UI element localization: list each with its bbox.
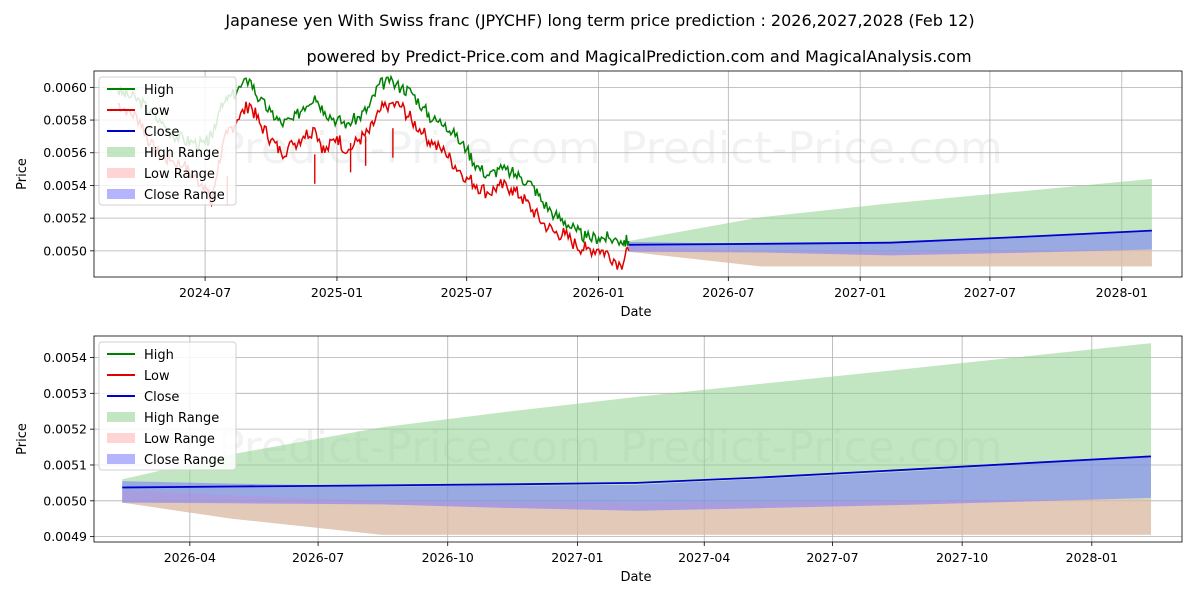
x-tick-label: 2025-01 (311, 285, 363, 300)
legend-label: High Range (144, 411, 219, 426)
legend-label: Low Range (144, 432, 215, 447)
chart-title: Japanese yen With Swiss franc (JPYCHF) l… (224, 11, 974, 30)
y-tick-label: 0.0053 (43, 386, 87, 401)
y-axis-label: Price (15, 158, 30, 190)
y-tick-label: 0.0052 (43, 211, 87, 226)
legend-swatch-patch (107, 454, 135, 464)
x-tick-label: 2026-07 (292, 550, 344, 565)
x-tick-label: 2024-07 (179, 285, 231, 300)
y-tick-label: 0.0060 (43, 80, 87, 95)
plot-area (122, 343, 1152, 535)
legend-label: Close Range (144, 453, 225, 468)
x-tick-label: 2028-01 (1066, 550, 1118, 565)
x-tick-label: 2027-01 (551, 550, 603, 565)
close-forecast-line (628, 229, 1152, 246)
legend-label: Low (144, 369, 170, 384)
y-tick-label: 0.0054 (43, 350, 87, 365)
x-tick-label: 2026-07 (702, 285, 754, 300)
x-axis-label: Date (620, 570, 651, 585)
watermark-text: Predict-Price.com (620, 123, 1003, 174)
watermark-text: Predict-Price.com (620, 272, 1003, 323)
x-tick-label: 2027-01 (834, 285, 886, 300)
x-tick-label: 2027-07 (806, 550, 858, 565)
legend-label: Close (144, 125, 179, 140)
legend-swatch-patch (107, 433, 135, 443)
x-tick-label: 2027-07 (964, 285, 1016, 300)
close-range-band (628, 230, 1152, 256)
legend-label: High Range (144, 146, 219, 161)
legend-swatch-patch (107, 168, 135, 178)
x-tick-label: 2028-01 (1096, 285, 1148, 300)
top-panel: Predict-Price.com Predict-Price.com Predic… (15, 70, 1183, 323)
watermark-text: Predict-Price.com (218, 123, 601, 174)
y-tick-label: 0.0054 (43, 178, 87, 193)
y-axis-label: Price (15, 423, 30, 455)
legend-label: High (144, 348, 174, 363)
y-tick-label: 0.0049 (43, 529, 87, 544)
legend-swatch-patch (107, 412, 135, 422)
legend-label: Low (144, 104, 170, 119)
x-tick-label: 2027-04 (678, 550, 730, 565)
legend-swatch-patch (107, 147, 135, 157)
legend-label: Close Range (144, 188, 225, 203)
x-tick-label: 2026-10 (422, 550, 474, 565)
x-axis-label: Date (620, 305, 651, 320)
close-forecast-line (122, 455, 1152, 489)
bottom-panel: Predict-Price.comPredict-Price.com2026-0… (15, 335, 1183, 585)
y-tick-label: 0.0050 (43, 243, 87, 258)
axes-frame (93, 70, 1183, 278)
x-tick-label: 2027-10 (936, 550, 988, 565)
y-tick-label: 0.0051 (43, 457, 87, 472)
watermark-group: Predict-Price.com Predict-Price.com Predic… (218, 123, 1003, 323)
legend-label: Low Range (144, 167, 215, 182)
y-tick-label: 0.0058 (43, 113, 87, 128)
x-tick-label: 2026-01 (572, 285, 624, 300)
close-range-band (122, 456, 1152, 511)
legend: High Low Close High Range Low Range Close Ran… (98, 341, 237, 471)
watermark-text: Predict-Price.com (218, 272, 601, 323)
y-tick-label: 0.0056 (43, 145, 87, 160)
x-tick-label: 2025-07 (441, 285, 493, 300)
axes-frame (93, 335, 1183, 543)
legend-swatch-patch (107, 189, 135, 199)
legend-label: High (144, 83, 174, 98)
chart-subtitle: powered by Predict-Price.com and Magical… (306, 47, 971, 66)
legend-label: Close (144, 390, 179, 405)
y-tick-label: 0.0050 (43, 493, 87, 508)
y-tick-label: 0.0052 (43, 422, 87, 437)
legend: High Low Close High Range Low Range Close Ran… (98, 76, 237, 206)
x-tick-label: 2026-04 (164, 550, 216, 565)
